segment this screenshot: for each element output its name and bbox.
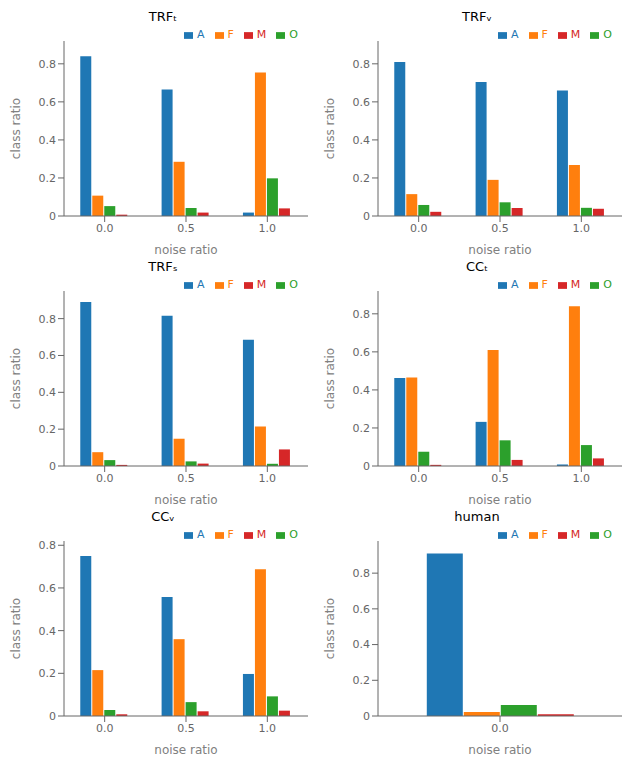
html-text:F: F bbox=[541, 28, 548, 41]
svg-text:class ratio: class ratio bbox=[323, 98, 337, 159]
svg-text:0: 0 bbox=[49, 710, 56, 723]
html-text:A: A bbox=[197, 28, 205, 41]
svg-text:0.4: 0.4 bbox=[39, 134, 57, 147]
svg-text:0.2: 0.2 bbox=[39, 172, 57, 185]
svg-text:0.0: 0.0 bbox=[410, 472, 428, 485]
html-text:CCₜ: CCₜ bbox=[466, 259, 488, 274]
svg-text:0.0: 0.0 bbox=[491, 722, 509, 735]
svg-text:class ratio: class ratio bbox=[323, 598, 337, 659]
svg-text:0.6: 0.6 bbox=[39, 582, 57, 595]
svg-text:0.8: 0.8 bbox=[39, 313, 57, 326]
html-text:O: O bbox=[289, 28, 298, 41]
svg-text:0.8: 0.8 bbox=[39, 58, 57, 71]
svg-text:1.0: 1.0 bbox=[573, 222, 591, 235]
svg-text:0.4: 0.4 bbox=[353, 134, 371, 147]
svg-text:noise ratio: noise ratio bbox=[468, 493, 531, 507]
svg-text:0: 0 bbox=[363, 710, 370, 723]
svg-text:noise ratio: noise ratio bbox=[154, 743, 217, 757]
svg-text:0: 0 bbox=[363, 460, 370, 473]
svg-text:0.5: 0.5 bbox=[177, 222, 195, 235]
svg-text:0.0: 0.0 bbox=[410, 222, 428, 235]
svg-text:0.6: 0.6 bbox=[353, 346, 371, 359]
svg-text:0.5: 0.5 bbox=[491, 472, 509, 485]
svg-text:0.6: 0.6 bbox=[353, 603, 371, 616]
svg-text:class ratio: class ratio bbox=[9, 348, 23, 409]
svg-text:noise ratio: noise ratio bbox=[468, 243, 531, 257]
svg-text:class ratio: class ratio bbox=[323, 348, 337, 409]
svg-text:0.4: 0.4 bbox=[39, 386, 57, 399]
svg-text:1.0: 1.0 bbox=[259, 472, 277, 485]
svg-text:0.0: 0.0 bbox=[96, 722, 114, 735]
html-text:M: M bbox=[570, 28, 581, 41]
svg-text:noise ratio: noise ratio bbox=[468, 743, 531, 757]
html-text:O: O bbox=[603, 528, 612, 541]
svg-text:0.4: 0.4 bbox=[353, 384, 371, 397]
html-text:human: human bbox=[454, 509, 500, 524]
svg-text:1.0: 1.0 bbox=[259, 222, 277, 235]
svg-text:0.4: 0.4 bbox=[39, 625, 57, 638]
svg-text:0.4: 0.4 bbox=[353, 638, 371, 651]
svg-text:class ratio: class ratio bbox=[9, 98, 23, 159]
html-text:F: F bbox=[227, 28, 234, 41]
svg-text:noise ratio: noise ratio bbox=[154, 493, 217, 507]
html-text:O: O bbox=[603, 278, 612, 291]
svg-text:0.6: 0.6 bbox=[353, 96, 371, 109]
svg-text:0.2: 0.2 bbox=[39, 667, 57, 680]
html-text:A: A bbox=[511, 278, 519, 291]
svg-text:1.0: 1.0 bbox=[573, 472, 591, 485]
svg-text:0.5: 0.5 bbox=[491, 222, 509, 235]
svg-text:0: 0 bbox=[363, 210, 370, 223]
html-text:A: A bbox=[197, 278, 205, 291]
svg-text:0.8: 0.8 bbox=[353, 58, 371, 71]
svg-text:0.5: 0.5 bbox=[177, 472, 195, 485]
svg-text:0.6: 0.6 bbox=[39, 349, 57, 362]
svg-text:0.6: 0.6 bbox=[39, 96, 57, 109]
html-text:M: M bbox=[570, 528, 581, 541]
svg-text:1.0: 1.0 bbox=[259, 722, 277, 735]
html-text:F: F bbox=[541, 278, 548, 291]
svg-text:0.8: 0.8 bbox=[353, 308, 371, 321]
svg-text:0.8: 0.8 bbox=[353, 567, 371, 580]
html-text:A: A bbox=[511, 28, 519, 41]
svg-text:0.8: 0.8 bbox=[39, 539, 57, 552]
svg-text:0.2: 0.2 bbox=[353, 422, 371, 435]
svg-text:0: 0 bbox=[49, 460, 56, 473]
html-text:F: F bbox=[227, 278, 234, 291]
html-text:M: M bbox=[256, 278, 267, 291]
html-text:M: M bbox=[256, 28, 267, 41]
html-text:A: A bbox=[197, 528, 205, 541]
html-text:TRFₜ: TRFₜ bbox=[148, 9, 178, 24]
html-text:M: M bbox=[570, 278, 581, 291]
svg-text:0.0: 0.0 bbox=[96, 472, 114, 485]
svg-text:0.0: 0.0 bbox=[96, 222, 114, 235]
svg-text:0.2: 0.2 bbox=[353, 674, 371, 687]
html-text:F: F bbox=[541, 528, 548, 541]
svg-text:0.2: 0.2 bbox=[39, 423, 57, 436]
svg-text:class ratio: class ratio bbox=[9, 598, 23, 659]
svg-text:0.2: 0.2 bbox=[353, 172, 371, 185]
html-text:O: O bbox=[289, 278, 298, 291]
html-text:O: O bbox=[289, 528, 298, 541]
html-text:TRFᵥ: TRFᵥ bbox=[462, 9, 492, 24]
html-text:O: O bbox=[603, 28, 612, 41]
svg-text:0: 0 bbox=[49, 210, 56, 223]
html-text:F: F bbox=[227, 528, 234, 541]
html-text:TRFₛ: TRFₛ bbox=[148, 259, 178, 274]
svg-text:0.5: 0.5 bbox=[177, 722, 195, 735]
html-text:A: A bbox=[511, 528, 519, 541]
html-text:M: M bbox=[256, 528, 267, 541]
svg-text:noise ratio: noise ratio bbox=[154, 243, 217, 257]
html-text:CCᵥ: CCᵥ bbox=[151, 509, 175, 524]
